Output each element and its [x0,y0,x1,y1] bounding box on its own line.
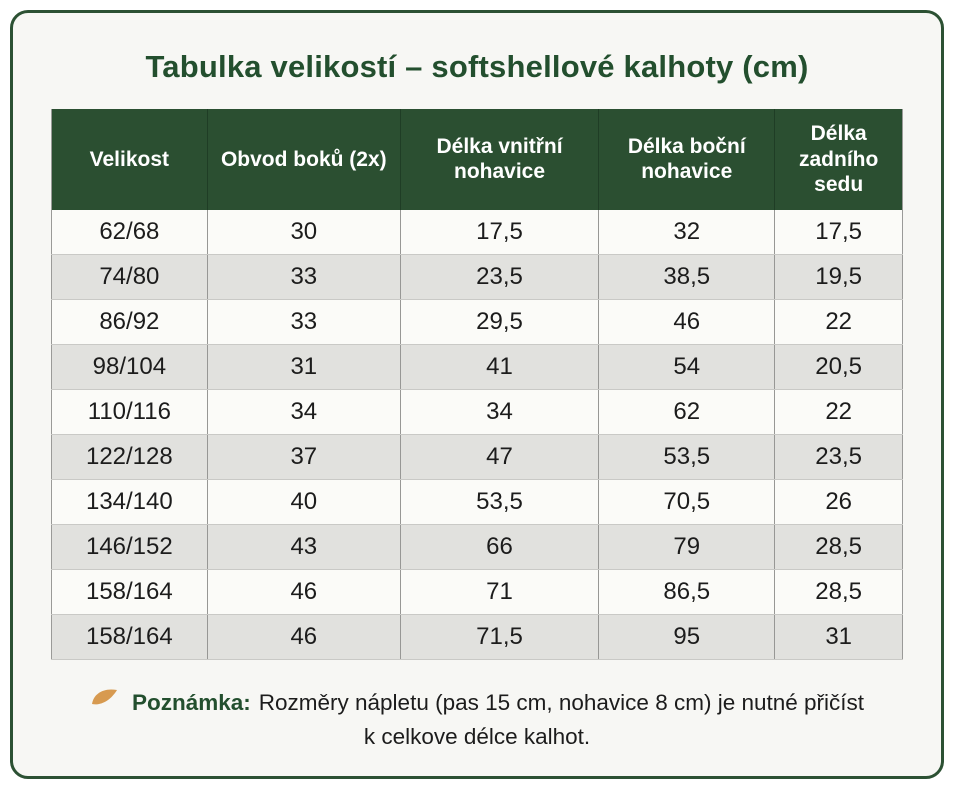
table-cell: 33 [207,254,401,300]
table-cell: 46 [207,614,401,660]
table-row: 74/80 33 23,5 38,5 19,5 [51,254,903,300]
table-cell: 146/152 [51,524,208,570]
table-cell: 66 [400,524,600,570]
table-cell: 30 [207,209,401,255]
table-cell: 47 [400,434,600,480]
table-cell: 28,5 [774,569,903,615]
table-cell: 19,5 [774,254,903,300]
table-cell: 46 [207,569,401,615]
table-cell: 28,5 [774,524,903,570]
table-cell: 134/140 [51,479,208,525]
table-cell: 122/128 [51,434,208,480]
table-cell: 71 [400,569,600,615]
column-header: Velikost [51,109,208,210]
table-cell: 32 [598,209,776,255]
table-cell: 53,5 [598,434,776,480]
table-cell: 62/68 [51,209,208,255]
table-cell: 23,5 [400,254,600,300]
table-cell: 20,5 [774,344,903,390]
table-cell: 37 [207,434,401,480]
table-cell: 34 [400,389,600,435]
table-cell: 98/104 [51,344,208,390]
table-cell: 22 [774,299,903,345]
table-row: 62/68 30 17,5 32 17,5 [51,209,903,255]
note-text: Rozměry nápletu (pas 15 cm, nohavice 8 c… [258,689,865,749]
table-cell: 158/164 [51,614,208,660]
size-table-head: Velikost Obvod boků (2x) Délka vnitřní noh… [51,109,903,210]
page-title: Tabulka velikostí – softshellové kalhoty… [145,49,809,84]
table-cell: 41 [400,344,600,390]
table-cell: 17,5 [774,209,903,255]
table-cell: 74/80 [51,254,208,300]
column-header: Délka vnitřní nohavice [400,109,600,210]
table-cell: 26 [774,479,903,525]
table-cell: 29,5 [400,299,600,345]
table-cell: 110/116 [51,389,208,435]
note-text-block: Poznámka: Rozměry nápletu (pas 15 cm, noh… [87,686,867,754]
table-cell: 22 [774,389,903,435]
table-row: 134/140 40 53,5 70,5 26 [51,479,903,525]
table-cell: 79 [598,524,776,570]
table-cell: 158/164 [51,569,208,615]
table-row: 86/92 33 29,5 46 22 [51,299,903,345]
table-cell: 95 [598,614,776,660]
table-row: 122/128 37 47 53,5 23,5 [51,434,903,480]
table-row: 98/104 31 41 54 20,5 [51,344,903,390]
table-cell: 54 [598,344,776,390]
table-cell: 23,5 [774,434,903,480]
table-cell: 53,5 [400,479,600,525]
table-cell: 86,5 [598,569,776,615]
size-table-header-row: Velikost Obvod boků (2x) Délka vnitřní noh… [51,109,903,210]
table-cell: 38,5 [598,254,776,300]
table-row: 110/116 34 34 62 22 [51,389,903,435]
table-cell: 17,5 [400,209,600,255]
table-cell: 70,5 [598,479,776,525]
table-cell: 34 [207,389,401,435]
table-row: 158/164 46 71 86,5 28,5 [51,569,903,615]
table-cell: 46 [598,299,776,345]
table-cell: 43 [207,524,401,570]
table-row: 146/152 43 66 79 28,5 [51,524,903,570]
column-header: Délka zadního sedu [774,109,903,210]
table-cell: 86/92 [51,299,208,345]
table-row: 158/164 46 71,5 95 31 [51,614,903,660]
leaf-icon [90,685,120,719]
table-cell: 33 [207,299,401,345]
size-table: Velikost Obvod boků (2x) Délka vnitřní noh… [51,109,903,660]
table-cell: 31 [207,344,401,390]
column-header: Obvod boků (2x) [207,109,401,210]
table-cell: 71,5 [400,614,600,660]
table-cell: 40 [207,479,401,525]
table-cell: 62 [598,389,776,435]
size-chart-card: Tabulka velikostí – softshellové kalhoty… [10,10,944,779]
table-cell: 31 [774,614,903,660]
column-header: Délka boční nohavice [598,109,776,210]
note: Poznámka: Rozměry nápletu (pas 15 cm, noh… [51,686,903,754]
note-label: Poznámka: [131,689,251,715]
size-table-body: 62/68 30 17,5 32 17,5 74/80 33 23,5 38,5 19,5 86/9… [51,209,903,660]
